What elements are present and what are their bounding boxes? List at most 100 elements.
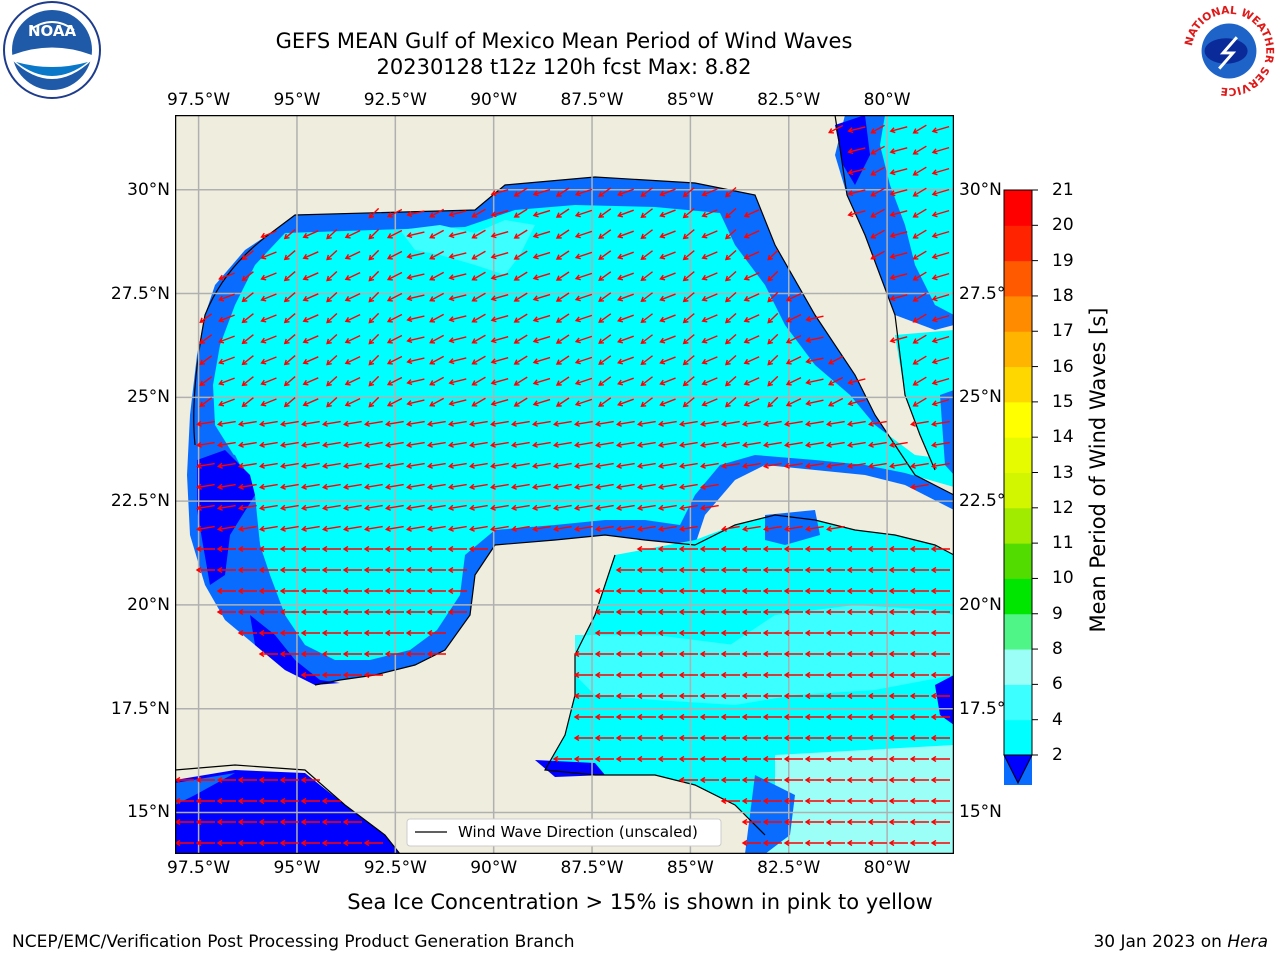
wind-arrow <box>617 335 634 344</box>
wind-arrow <box>912 187 927 197</box>
wind-arrow <box>617 314 634 323</box>
wind-arrow <box>368 354 380 366</box>
wind-arrow <box>909 713 929 721</box>
wind-arrow <box>657 713 677 721</box>
wind-arrow <box>930 587 950 595</box>
wind-arrow <box>804 629 824 637</box>
wind-arrow <box>238 483 257 490</box>
wind-arrow <box>846 587 866 595</box>
wind-arrow <box>657 566 677 574</box>
wind-arrow <box>280 420 299 427</box>
wind-arrow <box>363 650 383 658</box>
wind-arrow <box>406 210 425 218</box>
wind-arrow <box>762 545 782 553</box>
wind-arrow <box>216 797 236 805</box>
wind-arrow <box>301 504 320 511</box>
wind-arrow <box>804 545 824 553</box>
wind-arrow <box>471 355 486 365</box>
wind-arrow <box>344 314 361 323</box>
wind-arrow <box>910 483 929 490</box>
wind-arrow <box>742 420 761 427</box>
lon-tick-label: 82.5°W <box>757 858 821 878</box>
wind-arrow <box>471 208 486 218</box>
wind-arrow <box>846 818 866 826</box>
wind-arrow <box>301 483 320 490</box>
wind-arrow <box>196 420 215 427</box>
wind-arrow <box>448 441 467 448</box>
wind-arrow <box>783 671 803 679</box>
wind-arrow <box>931 272 950 281</box>
wind-arrow <box>867 818 887 826</box>
wind-arrow <box>741 650 761 658</box>
lon-tick-label: 97.5°W <box>167 90 231 110</box>
wind-arrow <box>825 629 845 637</box>
wind-arrow <box>490 504 509 511</box>
wind-arrow <box>909 839 929 847</box>
wind-arrow <box>762 818 782 826</box>
wind-arrow <box>448 315 467 323</box>
wind-arrow <box>260 293 277 302</box>
wind-arrow <box>762 776 782 784</box>
wind-arrow <box>216 587 236 595</box>
wind-arrow <box>616 441 635 448</box>
wind-arrow <box>429 313 445 323</box>
wind-arrow <box>574 293 593 302</box>
wind-arrow <box>344 230 361 239</box>
wind-arrow <box>804 650 824 658</box>
wind-arrow <box>594 629 614 637</box>
wind-arrow <box>321 608 341 616</box>
wind-arrow <box>743 209 760 218</box>
wind-arrow <box>617 230 634 239</box>
wind-arrow <box>574 335 593 344</box>
wind-arrow <box>406 399 425 407</box>
wind-arrow <box>237 776 257 784</box>
wind-arrow <box>930 839 950 847</box>
wind-arrow <box>447 566 467 574</box>
wind-arrow <box>636 587 656 595</box>
wind-arrow <box>406 336 425 344</box>
wind-arrow <box>384 629 404 637</box>
wind-arrow <box>868 420 887 427</box>
wind-arrow <box>302 272 319 281</box>
wind-arrow <box>767 270 779 282</box>
wind-arrow <box>258 566 278 574</box>
wind-arrow <box>490 231 509 239</box>
wind-arrow <box>326 354 338 366</box>
wind-arrow <box>343 441 362 448</box>
wind-arrow <box>767 333 779 345</box>
wind-arrow <box>321 671 341 679</box>
wind-arrow <box>301 441 320 448</box>
wind-arrow <box>471 334 486 344</box>
wind-arrow <box>825 818 845 826</box>
wind-arrow <box>342 671 362 679</box>
wind-arrow <box>785 397 802 407</box>
wind-arrow <box>867 608 887 616</box>
wind-arrow <box>279 566 299 574</box>
wind-arrow <box>889 336 908 344</box>
wind-arrow <box>909 818 929 826</box>
wind-arrow <box>326 396 338 408</box>
wind-arrow <box>384 566 404 574</box>
wind-arrow <box>912 292 927 302</box>
wind-arrow <box>724 375 737 387</box>
wind-arrow <box>825 755 845 763</box>
wind-arrow <box>658 441 677 448</box>
wind-arrow <box>300 587 320 595</box>
wind-arrow <box>218 314 235 323</box>
wind-arrow <box>741 797 761 805</box>
lon-tick-label: 92.5°W <box>363 90 427 110</box>
wind-arrow <box>763 462 782 469</box>
wind-arrow <box>825 734 845 742</box>
wind-arrow <box>888 776 908 784</box>
wind-arrow <box>847 378 866 386</box>
wind-arrow <box>870 187 885 197</box>
wind-arrow <box>300 650 320 658</box>
wind-arrow <box>216 776 236 784</box>
wind-arrow <box>678 629 698 637</box>
wind-arrow <box>406 483 425 490</box>
wind-arrow <box>931 167 950 176</box>
colorbar-segment <box>1004 295 1032 332</box>
wind-arrow <box>888 587 908 595</box>
wind-arrow <box>574 525 593 532</box>
wind-arrow <box>867 839 887 847</box>
